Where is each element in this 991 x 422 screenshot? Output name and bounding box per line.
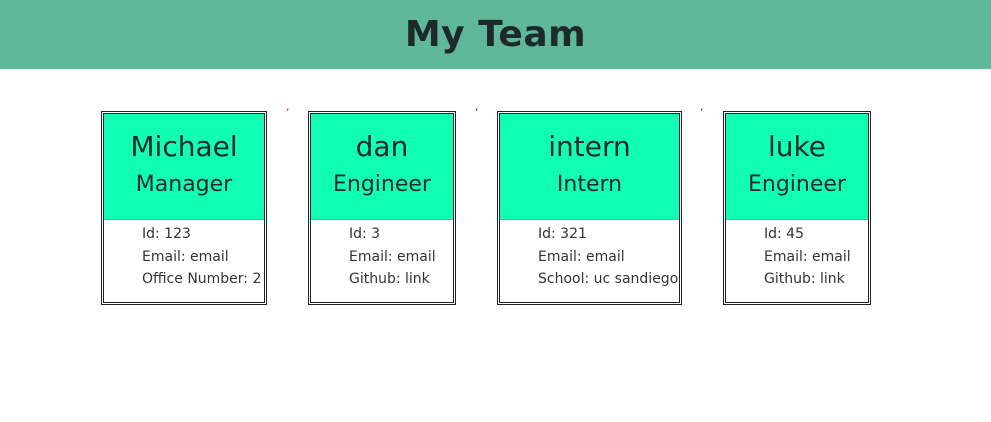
employee-card-engineer: luke Engineer Id: 45 Email: email Github… [723, 111, 871, 305]
team-cards: Michael Manager Id: 123 Email: email Off… [0, 69, 991, 422]
employee-role: Manager [135, 172, 233, 197]
employee-role: Intern [556, 172, 623, 197]
employee-github: Github: link [764, 271, 845, 287]
page-title: My Team [404, 14, 587, 55]
employee-card-manager: Michael Manager Id: 123 Email: email Off… [101, 111, 267, 305]
employee-name: luke [768, 130, 826, 163]
card-separator: , [475, 100, 479, 113]
employee-name: Michael [130, 130, 238, 163]
employee-email: Email: email [538, 248, 625, 265]
employee-role: Engineer [748, 172, 846, 197]
employee-email: Email: email [764, 248, 851, 265]
card-separator: , [286, 100, 290, 113]
card-separator: , [700, 100, 704, 113]
employee-id: Id: 45 [764, 226, 804, 242]
card-header: intern Intern [500, 114, 679, 220]
employee-school: School: uc sandiego [538, 271, 679, 287]
employee-email: Email: email [142, 248, 229, 265]
employee-role: Engineer [333, 172, 431, 197]
employee-card-engineer: dan Engineer Id: 3 Email: email Github: … [308, 111, 456, 305]
employee-id: Id: 3 [349, 226, 381, 242]
employee-id: Id: 123 [142, 226, 191, 242]
card-header: dan Engineer [311, 114, 453, 220]
employee-github: Github: link [349, 271, 430, 287]
employee-card-intern: intern Intern Id: 321 Email: email Schoo… [497, 111, 682, 305]
card-header: luke Engineer [726, 114, 868, 220]
employee-name: dan [355, 130, 409, 163]
employee-office-number: Office Number: 2 [142, 271, 262, 287]
employee-email: Email: email [349, 248, 436, 265]
card-details: Id: 45 Email: email Github: link [726, 220, 868, 291]
card-details: Id: 123 Email: email Office Number: 2 [104, 220, 264, 291]
card-details: Id: 321 Email: email School: uc sandiego [500, 220, 679, 291]
employee-id: Id: 321 [538, 226, 587, 242]
page-header: My Team [0, 0, 991, 69]
card-details: Id: 3 Email: email Github: link [311, 220, 453, 291]
card-header: Michael Manager [104, 114, 264, 220]
employee-name: intern [548, 130, 631, 163]
